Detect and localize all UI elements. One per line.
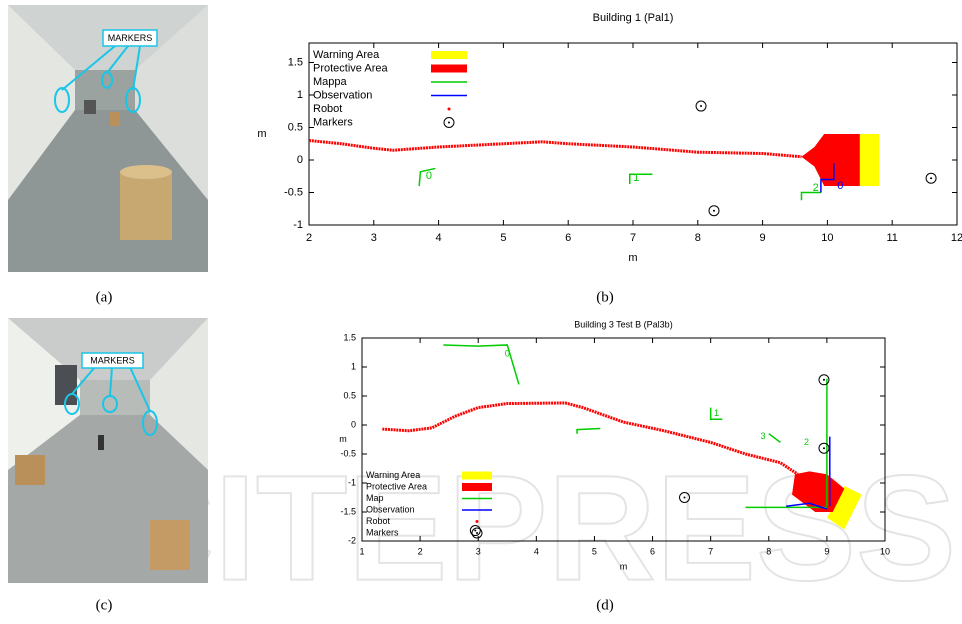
annotation: 2: [804, 437, 809, 447]
legend-label: Markers: [366, 527, 399, 537]
x-tick-label: 10: [880, 546, 890, 556]
area: [801, 134, 859, 186]
x-tick-label: 6: [565, 232, 571, 244]
figure-canvas: SCITEPRESS MARKERS (a): [0, 0, 962, 624]
legend-label: Mappa: [313, 76, 348, 88]
x-tick-label: 4: [534, 546, 539, 556]
y-tick-label: 1: [351, 361, 356, 371]
y-tick-label: 0: [351, 419, 356, 429]
annotation: 1: [633, 172, 639, 184]
y-tick-label: -2: [348, 535, 356, 545]
photo: MARKERS: [8, 318, 208, 583]
legend-swatch: [448, 122, 450, 124]
x-tick-label: 3: [476, 546, 481, 556]
caption: (d): [596, 597, 614, 613]
y-tick-label: 0.5: [288, 121, 303, 133]
x-tick-label: 3: [371, 232, 377, 244]
legend-label: Robot: [313, 103, 342, 115]
robot-path: [309, 141, 801, 157]
y-tick-label: -0.5: [284, 186, 303, 198]
map-line: [419, 168, 821, 200]
box: [110, 112, 120, 126]
bottle: [98, 435, 104, 450]
legend-swatch: [431, 51, 467, 59]
legend-swatch: [476, 532, 478, 534]
x-tick-label: 8: [766, 546, 771, 556]
cylinder: [120, 172, 172, 240]
legend-label: Warning Area: [313, 49, 380, 61]
x-tick-label: 9: [760, 232, 766, 244]
annotation: 0: [426, 170, 432, 182]
y-tick-label: -0.5: [340, 448, 356, 458]
legend-label: Markers: [313, 116, 353, 128]
x-tick-label: 7: [630, 232, 636, 244]
figure: SCITEPRESS MARKERS (a): [0, 0, 962, 624]
chart-title: Building 3 Test B (Pal3b): [574, 319, 672, 329]
y-axis-label: m: [339, 434, 347, 444]
y-tick-label: -1: [348, 477, 356, 487]
photo: MARKERS: [8, 5, 208, 272]
annotation: 0: [505, 349, 510, 359]
marker-center: [823, 379, 825, 381]
x-axis-label: m: [620, 561, 628, 571]
legend-label: Map: [366, 493, 384, 503]
y-axis-label: m: [257, 128, 266, 140]
y-tick-label: 0.5: [343, 390, 356, 400]
legend-swatch: [431, 65, 467, 73]
legend-swatch: [476, 520, 479, 523]
legend-label: Warning Area: [366, 470, 420, 480]
caption: (b): [596, 289, 614, 305]
marker-center: [700, 105, 702, 107]
x-tick-label: 2: [418, 546, 423, 556]
legend-label: Observation: [366, 504, 415, 514]
legend-label: Protective Area: [313, 62, 388, 74]
annotation: 1: [714, 408, 719, 418]
x-tick-label: 2: [306, 232, 312, 244]
annotation: 2: [813, 182, 819, 194]
caption: (a): [96, 289, 113, 305]
y-tick-label: 1.5: [288, 56, 303, 68]
photo-label: MARKERS: [90, 355, 135, 365]
x-tick-label: 7: [708, 546, 713, 556]
annotation: 3: [760, 431, 765, 441]
x-tick-label: 10: [821, 232, 833, 244]
box: [150, 520, 190, 570]
marker-center: [823, 447, 825, 449]
x-tick-label: 8: [695, 232, 701, 244]
x-axis-label: m: [628, 252, 637, 264]
marker-center: [684, 497, 686, 499]
x-tick-label: 5: [500, 232, 506, 244]
y-tick-label: -1: [293, 219, 303, 231]
marker-center: [930, 177, 932, 179]
x-tick-label: 1: [359, 546, 364, 556]
legend-swatch: [462, 472, 492, 480]
x-tick-label: 4: [436, 232, 442, 244]
legend-label: Robot: [366, 516, 391, 526]
chart-title: Building 1 (Pal1): [593, 12, 674, 24]
x-tick-label: 12: [951, 232, 962, 244]
marker-center: [474, 530, 476, 532]
marker-center: [713, 210, 715, 212]
x-tick-label: 6: [650, 546, 655, 556]
x-tick-label: 5: [592, 546, 597, 556]
legend-swatch: [462, 483, 492, 491]
cylinder-top: [120, 165, 172, 179]
caption: (c): [96, 597, 113, 613]
x-tick-label: 11: [886, 232, 897, 244]
y-tick-label: 1: [297, 89, 303, 101]
legend-swatch: [448, 108, 451, 111]
legend-label: Protective Area: [366, 481, 427, 491]
robot: [84, 100, 96, 114]
y-tick-label: -1.5: [340, 506, 356, 516]
y-tick-label: 0: [297, 154, 303, 166]
y-tick-label: 1.5: [343, 332, 356, 342]
box: [15, 455, 45, 485]
legend-label: Observation: [313, 89, 372, 101]
photo-label: MARKERS: [108, 33, 153, 43]
area: [860, 134, 879, 186]
x-tick-label: 9: [824, 546, 829, 556]
annotation: 0: [837, 180, 843, 192]
